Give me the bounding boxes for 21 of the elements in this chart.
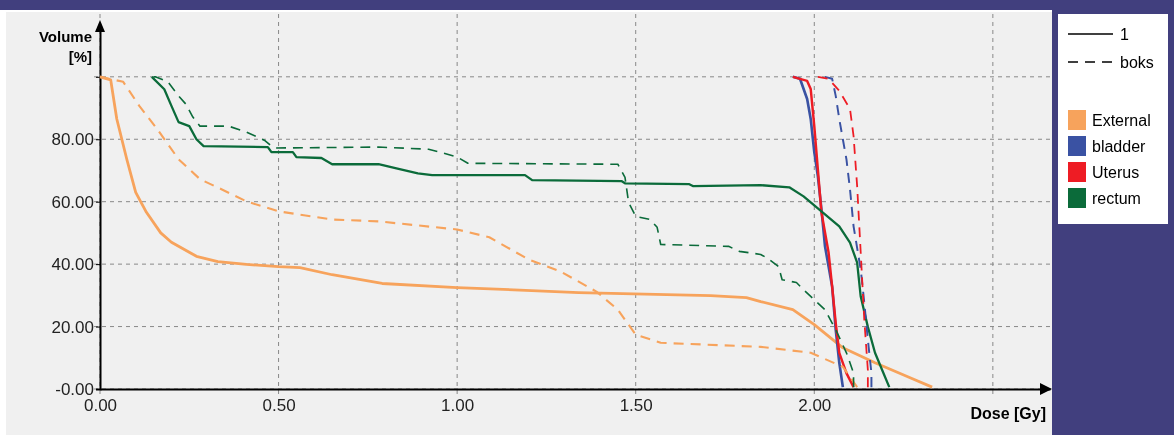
text: 1 xyxy=(1120,26,1129,43)
x-axis-title: Dose [Gy] xyxy=(970,405,1046,422)
line-series xyxy=(824,75,873,389)
y-tick-label: 80.00 xyxy=(51,130,94,150)
legend-label: bladder xyxy=(1092,138,1147,155)
y-tick-label: 20.00 xyxy=(51,317,94,337)
y-tick-label: 40.00 xyxy=(51,255,94,275)
line-series xyxy=(816,75,869,389)
line-series xyxy=(791,75,855,389)
y-tick-label: -0.00 xyxy=(55,379,94,399)
x-tick-label: 1.50 xyxy=(619,396,653,416)
legend-label: rectum xyxy=(1092,190,1141,207)
text: boks xyxy=(1120,54,1154,71)
legend-label: Uterus xyxy=(1092,164,1140,181)
y-axis-title: Volume [%] xyxy=(38,28,92,65)
x-tick-label: 2.00 xyxy=(798,396,832,416)
legend-label: External xyxy=(1092,112,1151,129)
x-tick-label: 0.50 xyxy=(262,396,296,416)
x-tick-label: 0.00 xyxy=(83,396,118,416)
y-tick-label: 60.00 xyxy=(51,192,94,212)
x-tick-label: 1.00 xyxy=(441,396,475,416)
